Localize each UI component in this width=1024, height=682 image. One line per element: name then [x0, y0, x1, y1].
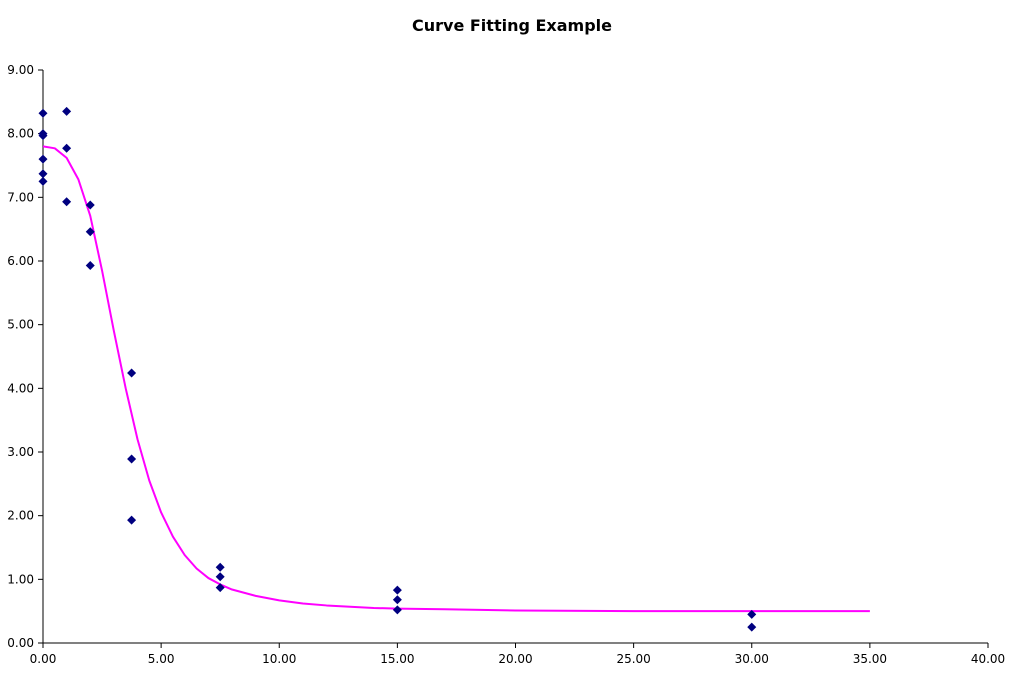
- data-point-marker: [62, 106, 72, 116]
- data-point-marker: [38, 176, 48, 186]
- data-point-marker: [215, 583, 225, 593]
- data-point-marker: [38, 169, 48, 179]
- data-point-marker: [62, 197, 72, 207]
- y-tick-label: 8.00: [7, 127, 34, 141]
- y-tick-label: 6.00: [7, 254, 34, 268]
- y-tick-label: 3.00: [7, 445, 34, 459]
- data-point-marker: [392, 585, 402, 595]
- x-tick-label: 0.00: [30, 652, 57, 666]
- data-point-marker: [85, 227, 95, 237]
- fitted-curve-layer: [42, 145, 870, 613]
- y-tick-label: 0.00: [7, 636, 34, 650]
- data-points-layer: [38, 106, 757, 632]
- x-tick-label: 20.00: [498, 652, 532, 666]
- x-tick-label: 15.00: [380, 652, 414, 666]
- data-point-marker: [392, 595, 402, 605]
- y-tick-label: 9.00: [7, 63, 34, 77]
- chart-title: Curve Fitting Example: [412, 16, 612, 35]
- x-tick-label: 25.00: [616, 652, 650, 666]
- x-tick-label: 40.00: [971, 652, 1005, 666]
- y-tick-label: 2.00: [7, 509, 34, 523]
- x-tick-label: 35.00: [853, 652, 887, 666]
- data-point-marker: [747, 609, 757, 619]
- data-point-marker: [85, 260, 95, 270]
- data-point-marker: [38, 154, 48, 164]
- data-point-marker: [38, 108, 48, 118]
- y-tick-label: 1.00: [7, 572, 34, 586]
- y-tick-label: 5.00: [7, 318, 34, 332]
- axes: 0.00 5.00 10.00 15.00 20.00 25.00 30.00 35.00 40…: [7, 63, 1005, 666]
- fitted-curve-line: [42, 145, 870, 613]
- data-point-marker: [127, 454, 137, 464]
- data-point-marker: [38, 131, 48, 141]
- x-tick-label: 10.00: [262, 652, 296, 666]
- data-point-marker: [127, 515, 137, 525]
- data-point-marker: [215, 572, 225, 582]
- y-tick-label: 7.00: [7, 190, 34, 204]
- x-tick-label: 5.00: [148, 652, 175, 666]
- data-point-marker: [747, 622, 757, 632]
- data-point-marker: [392, 605, 402, 615]
- data-point-marker: [85, 200, 95, 210]
- data-point-marker: [62, 143, 72, 153]
- data-point-marker: [127, 368, 137, 378]
- x-tick-label: 30.00: [735, 652, 769, 666]
- y-tick-label: 4.00: [7, 381, 34, 395]
- data-point-marker: [215, 562, 225, 572]
